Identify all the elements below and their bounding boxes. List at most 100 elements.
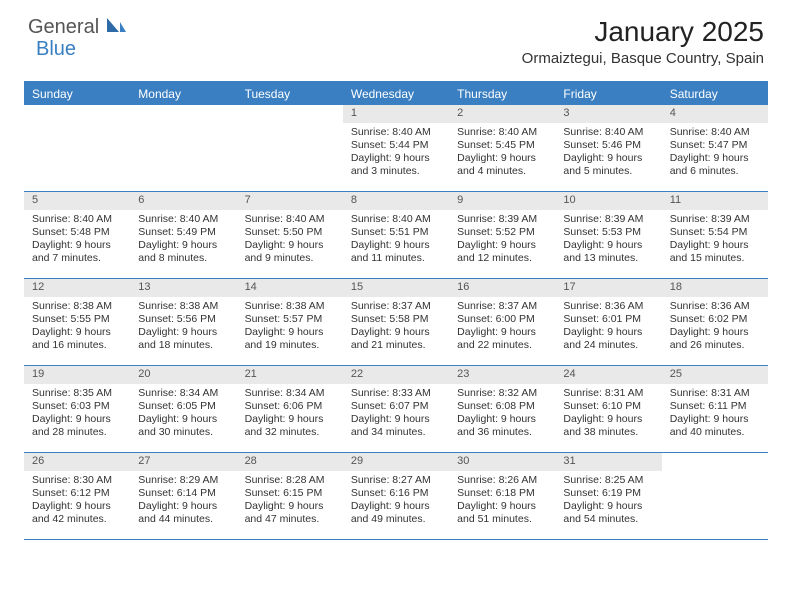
day-cell: 30Sunrise: 8:26 AMSunset: 6:18 PMDayligh… xyxy=(449,453,555,539)
day-cell: 9Sunrise: 8:39 AMSunset: 5:52 PMDaylight… xyxy=(449,192,555,278)
sunset-text: Sunset: 5:44 PM xyxy=(351,139,441,152)
sunset-text: Sunset: 6:11 PM xyxy=(670,400,760,413)
sunset-text: Sunset: 6:02 PM xyxy=(670,313,760,326)
sunrise-text: Sunrise: 8:40 AM xyxy=(670,126,760,139)
day-cell: 13Sunrise: 8:38 AMSunset: 5:56 PMDayligh… xyxy=(130,279,236,365)
day-body: Sunrise: 8:39 AMSunset: 5:53 PMDaylight:… xyxy=(555,210,661,270)
day-cell: 28Sunrise: 8:28 AMSunset: 6:15 PMDayligh… xyxy=(237,453,343,539)
day-body: Sunrise: 8:39 AMSunset: 5:54 PMDaylight:… xyxy=(662,210,768,270)
sunset-text: Sunset: 5:54 PM xyxy=(670,226,760,239)
day-cell: 25Sunrise: 8:31 AMSunset: 6:11 PMDayligh… xyxy=(662,366,768,452)
day-cell: 1Sunrise: 8:40 AMSunset: 5:44 PMDaylight… xyxy=(343,105,449,191)
sunrise-text: Sunrise: 8:28 AM xyxy=(245,474,335,487)
daylight-text: Daylight: 9 hours and 30 minutes. xyxy=(138,413,228,439)
day-cell: 27Sunrise: 8:29 AMSunset: 6:14 PMDayligh… xyxy=(130,453,236,539)
day-number: 5 xyxy=(24,192,130,210)
sunset-text: Sunset: 6:16 PM xyxy=(351,487,441,500)
sunrise-text: Sunrise: 8:29 AM xyxy=(138,474,228,487)
day-cell xyxy=(24,105,130,191)
day-body: Sunrise: 8:39 AMSunset: 5:52 PMDaylight:… xyxy=(449,210,555,270)
daylight-text: Daylight: 9 hours and 13 minutes. xyxy=(563,239,653,265)
sunrise-text: Sunrise: 8:30 AM xyxy=(32,474,122,487)
day-cell: 20Sunrise: 8:34 AMSunset: 6:05 PMDayligh… xyxy=(130,366,236,452)
day-number: 11 xyxy=(662,192,768,210)
day-number: 10 xyxy=(555,192,661,210)
daylight-text: Daylight: 9 hours and 22 minutes. xyxy=(457,326,547,352)
day-cell: 6Sunrise: 8:40 AMSunset: 5:49 PMDaylight… xyxy=(130,192,236,278)
day-number: 23 xyxy=(449,366,555,384)
sunset-text: Sunset: 6:01 PM xyxy=(563,313,653,326)
day-body: Sunrise: 8:40 AMSunset: 5:51 PMDaylight:… xyxy=(343,210,449,270)
day-number: 27 xyxy=(130,453,236,471)
sunrise-text: Sunrise: 8:25 AM xyxy=(563,474,653,487)
day-cell: 12Sunrise: 8:38 AMSunset: 5:55 PMDayligh… xyxy=(24,279,130,365)
sunrise-text: Sunrise: 8:39 AM xyxy=(457,213,547,226)
sunrise-text: Sunrise: 8:40 AM xyxy=(351,126,441,139)
weekday-header: Friday xyxy=(555,83,661,105)
day-cell: 16Sunrise: 8:37 AMSunset: 6:00 PMDayligh… xyxy=(449,279,555,365)
day-cell: 18Sunrise: 8:36 AMSunset: 6:02 PMDayligh… xyxy=(662,279,768,365)
day-body: Sunrise: 8:35 AMSunset: 6:03 PMDaylight:… xyxy=(24,384,130,444)
sunrise-text: Sunrise: 8:31 AM xyxy=(670,387,760,400)
day-number: 20 xyxy=(130,366,236,384)
day-cell: 21Sunrise: 8:34 AMSunset: 6:06 PMDayligh… xyxy=(237,366,343,452)
daylight-text: Daylight: 9 hours and 24 minutes. xyxy=(563,326,653,352)
daylight-text: Daylight: 9 hours and 54 minutes. xyxy=(563,500,653,526)
sunset-text: Sunset: 6:19 PM xyxy=(563,487,653,500)
day-body: Sunrise: 8:40 AMSunset: 5:45 PMDaylight:… xyxy=(449,123,555,183)
day-number: 1 xyxy=(343,105,449,123)
sunrise-text: Sunrise: 8:38 AM xyxy=(32,300,122,313)
day-body: Sunrise: 8:37 AMSunset: 6:00 PMDaylight:… xyxy=(449,297,555,357)
day-body: Sunrise: 8:40 AMSunset: 5:49 PMDaylight:… xyxy=(130,210,236,270)
weekday-header: Sunday xyxy=(24,83,130,105)
sunrise-text: Sunrise: 8:36 AM xyxy=(670,300,760,313)
page-title: January 2025 xyxy=(522,16,764,48)
day-number: 17 xyxy=(555,279,661,297)
week-row: 12Sunrise: 8:38 AMSunset: 5:55 PMDayligh… xyxy=(24,279,768,366)
weekday-header-row: Sunday Monday Tuesday Wednesday Thursday… xyxy=(24,83,768,105)
day-body: Sunrise: 8:40 AMSunset: 5:46 PMDaylight:… xyxy=(555,123,661,183)
day-body: Sunrise: 8:29 AMSunset: 6:14 PMDaylight:… xyxy=(130,471,236,531)
daylight-text: Daylight: 9 hours and 34 minutes. xyxy=(351,413,441,439)
day-number: 16 xyxy=(449,279,555,297)
day-cell xyxy=(662,453,768,539)
day-number: 19 xyxy=(24,366,130,384)
day-cell: 29Sunrise: 8:27 AMSunset: 6:16 PMDayligh… xyxy=(343,453,449,539)
day-body: Sunrise: 8:40 AMSunset: 5:48 PMDaylight:… xyxy=(24,210,130,270)
sunset-text: Sunset: 5:50 PM xyxy=(245,226,335,239)
sunset-text: Sunset: 5:46 PM xyxy=(563,139,653,152)
sunrise-text: Sunrise: 8:31 AM xyxy=(563,387,653,400)
day-body: Sunrise: 8:40 AMSunset: 5:47 PMDaylight:… xyxy=(662,123,768,183)
day-cell: 5Sunrise: 8:40 AMSunset: 5:48 PMDaylight… xyxy=(24,192,130,278)
sunrise-text: Sunrise: 8:36 AM xyxy=(563,300,653,313)
day-number: 8 xyxy=(343,192,449,210)
daylight-text: Daylight: 9 hours and 4 minutes. xyxy=(457,152,547,178)
day-body: Sunrise: 8:32 AMSunset: 6:08 PMDaylight:… xyxy=(449,384,555,444)
day-body: Sunrise: 8:34 AMSunset: 6:06 PMDaylight:… xyxy=(237,384,343,444)
sunset-text: Sunset: 5:48 PM xyxy=(32,226,122,239)
header: General January 2025 Ormaiztegui, Basque… xyxy=(0,0,792,73)
daylight-text: Daylight: 9 hours and 11 minutes. xyxy=(351,239,441,265)
day-body: Sunrise: 8:38 AMSunset: 5:55 PMDaylight:… xyxy=(24,297,130,357)
day-body: Sunrise: 8:25 AMSunset: 6:19 PMDaylight:… xyxy=(555,471,661,531)
sunset-text: Sunset: 5:56 PM xyxy=(138,313,228,326)
daylight-text: Daylight: 9 hours and 49 minutes. xyxy=(351,500,441,526)
weekday-header: Wednesday xyxy=(343,83,449,105)
day-number: 15 xyxy=(343,279,449,297)
day-number: 2 xyxy=(449,105,555,123)
daylight-text: Daylight: 9 hours and 21 minutes. xyxy=(351,326,441,352)
daylight-text: Daylight: 9 hours and 18 minutes. xyxy=(138,326,228,352)
day-number: 7 xyxy=(237,192,343,210)
day-cell: 4Sunrise: 8:40 AMSunset: 5:47 PMDaylight… xyxy=(662,105,768,191)
logo-text-blue: Blue xyxy=(36,38,76,61)
day-number: 4 xyxy=(662,105,768,123)
day-cell: 8Sunrise: 8:40 AMSunset: 5:51 PMDaylight… xyxy=(343,192,449,278)
day-number: 29 xyxy=(343,453,449,471)
daylight-text: Daylight: 9 hours and 15 minutes. xyxy=(670,239,760,265)
sunrise-text: Sunrise: 8:39 AM xyxy=(670,213,760,226)
logo: General xyxy=(28,16,129,39)
sunrise-text: Sunrise: 8:33 AM xyxy=(351,387,441,400)
location-subtitle: Ormaiztegui, Basque Country, Spain xyxy=(522,50,764,67)
sunset-text: Sunset: 6:00 PM xyxy=(457,313,547,326)
logo-text-general: General xyxy=(28,16,99,39)
